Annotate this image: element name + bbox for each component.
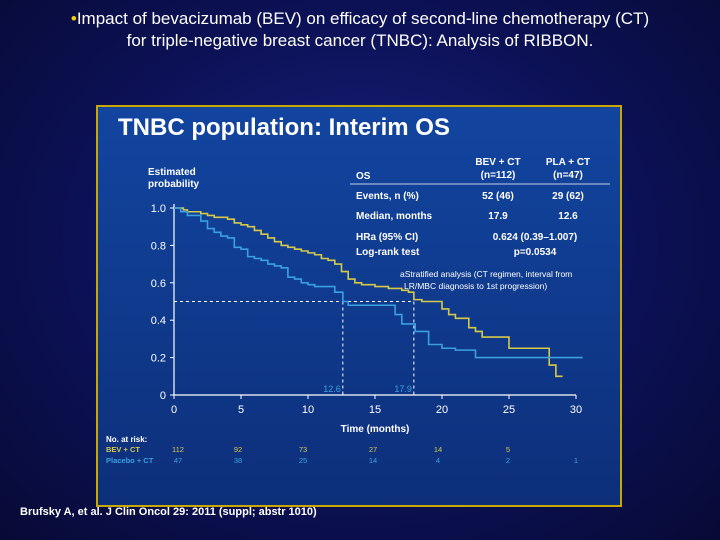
table-cell: 17.9 (488, 211, 508, 222)
at-risk-value: 5 (506, 445, 510, 454)
table-header-arm: PLA + CT (546, 157, 590, 168)
y-tick-label: 1.0 (151, 203, 166, 215)
stats-table: OS BEV + CT (n=112) PLA + CT (n=47) Events, n… (350, 157, 610, 291)
table-header-n: (n=47) (553, 170, 583, 181)
at-risk-value: 14 (434, 445, 442, 454)
table-cell: 52 (46) (482, 191, 514, 202)
km-curve-placebo (174, 207, 583, 359)
y-tick-label: 0 (160, 390, 166, 402)
table-row-label: HRa (95% CI) (356, 232, 418, 243)
km-curve-bev (174, 207, 563, 378)
at-risk-value: 92 (234, 445, 242, 454)
series-layer (174, 207, 583, 378)
table-cell-merged: 0.624 (0.39–1.007) (493, 232, 578, 243)
table-header-arm: BEV + CT (475, 157, 520, 168)
table-header-n: (n=112) (481, 170, 516, 181)
bullet-icon: • (70, 9, 77, 28)
at-risk-value: 112 (172, 445, 184, 454)
x-axis-label: Time (months) (341, 424, 410, 435)
at-risk-title: No. at risk: (106, 435, 147, 444)
table-cell: 12.6 (558, 211, 578, 222)
header-line-2: for triple-negative breast cancer (TNBC)… (126, 31, 594, 50)
x-tick-label: 30 (570, 404, 582, 416)
y-tick-label: 0.6 (151, 278, 166, 290)
chart-title: TNBC population: Interim OS (118, 114, 450, 141)
x-tick-label: 20 (436, 404, 448, 416)
at-risk-value: 14 (369, 456, 377, 465)
y-tick-label: 0.8 (151, 240, 166, 252)
table-footnote-line-1: aStratified analysis (CT regimen, interv… (400, 269, 572, 279)
table-cell-merged: p=0.0534 (514, 247, 557, 258)
at-risk-value: 73 (299, 445, 307, 454)
at-risk-row-label: BEV + CT (106, 445, 140, 454)
at-risk-value: 27 (369, 445, 377, 454)
km-chart: TNBC population: Interim OS Estimated pr… (98, 107, 620, 505)
x-tick-label: 25 (503, 404, 515, 416)
y-axis-label-line-1: Estimated (148, 167, 196, 178)
slide-header: •Impact of bevacizumab (BEV) on efficacy… (0, 8, 720, 52)
at-risk-row-label: Placebo + CT (106, 456, 154, 465)
x-tick-label: 15 (369, 404, 381, 416)
median-guides: 12.6 17.9 (174, 301, 415, 395)
x-tick-label: 10 (302, 404, 314, 416)
table-cell: 29 (62) (552, 191, 584, 202)
at-risk-value: 47 (174, 456, 182, 465)
at-risk-value: 1 (574, 456, 578, 465)
citation: Brufsky A, et al. J Clin Oncol 29: 2011 … (20, 506, 317, 518)
header-text-1: Impact of bevacizumab (BEV) on efficacy … (76, 9, 650, 28)
y-tick-label: 0.4 (151, 315, 166, 327)
table-row-label: Log-rank test (356, 247, 420, 258)
x-tick-label: 0 (171, 404, 177, 416)
at-risk-value: 38 (234, 456, 242, 465)
axes: 0 0.2 0.4 0.6 0.8 1.0 0 5 10 15 20 25 30 Time (months… (151, 203, 582, 435)
header-line-1: •Impact of bevacizumab (BEV) on efficacy… (0, 8, 720, 30)
table-footnote-line-2: LR/MBC diagnosis to 1st progression) (404, 281, 547, 291)
table-row-label: Median, months (356, 211, 433, 222)
at-risk-value: 4 (436, 456, 440, 465)
table-row-label: Events, n (%) (356, 191, 419, 202)
table-header-os: OS (356, 171, 371, 182)
x-tick-label: 5 (238, 404, 244, 416)
median-annotation: 12.6 (323, 384, 341, 394)
y-axis-label-line-2: probability (148, 179, 200, 190)
at-risk-value: 2 (506, 456, 510, 465)
at-risk-table: No. at risk:BEV + CT 112 92 73 27 14 5Placebo … (106, 435, 578, 465)
y-tick-label: 0.2 (151, 353, 166, 365)
median-annotation: 17.9 (394, 384, 412, 394)
embedded-slide: TNBC population: Interim OS Estimated pr… (96, 105, 622, 507)
at-risk-value: 25 (299, 456, 307, 465)
